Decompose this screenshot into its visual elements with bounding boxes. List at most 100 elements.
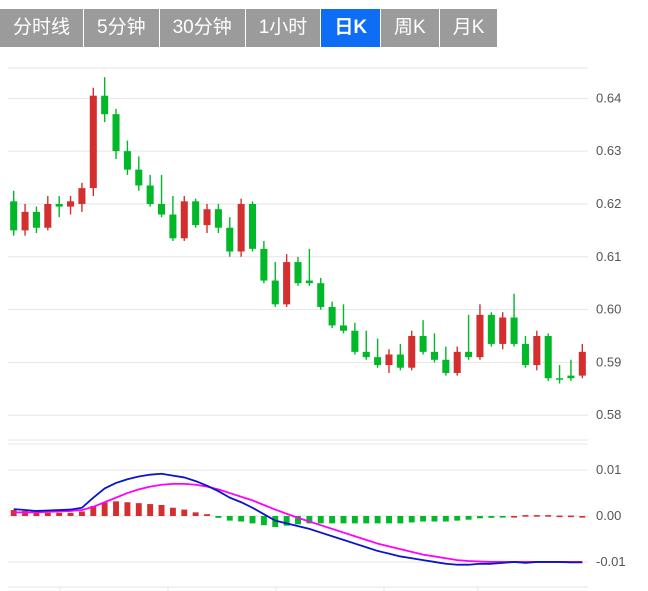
candle-body — [21, 211, 29, 231]
candle-body — [442, 359, 450, 373]
tab-5[interactable]: 周K — [381, 9, 439, 47]
macd-bar — [454, 516, 461, 521]
candle — [521, 336, 529, 368]
candle-body — [123, 151, 131, 170]
candle-body — [237, 203, 245, 252]
macd-bar — [488, 516, 495, 518]
candle — [499, 312, 507, 350]
candle-body — [180, 201, 188, 239]
candle-body — [430, 351, 438, 360]
macd-bar — [397, 516, 404, 524]
candle-body — [339, 325, 348, 331]
macd-bar — [215, 516, 222, 518]
macd-bar — [260, 516, 267, 526]
candle — [214, 203, 222, 234]
candle-body — [374, 357, 382, 366]
candle — [533, 330, 541, 371]
candle-body — [487, 314, 495, 344]
macd-bar — [147, 504, 154, 517]
candle — [351, 322, 359, 355]
candle — [294, 256, 302, 286]
candle-body — [453, 351, 461, 373]
candle-body — [385, 354, 393, 366]
candle-body — [499, 317, 507, 344]
tab-1[interactable]: 5分钟 — [84, 9, 159, 47]
price-axis-label: 0.59 — [596, 354, 621, 369]
candle-body — [32, 211, 40, 228]
tab-0[interactable]: 分时线 — [0, 9, 84, 47]
macd-bar — [420, 516, 427, 522]
candle — [260, 240, 268, 284]
macd-bar — [113, 501, 119, 517]
kline-chart-svg[interactable]: 0.58 0.59 0.60 0.61 0.62 0.63 0.64 -0.01 0.00 0.0… — [0, 56, 648, 591]
candle — [67, 196, 75, 215]
macd-bar — [329, 516, 336, 524]
candle-body — [510, 317, 518, 344]
candle — [89, 87, 97, 197]
candle — [476, 304, 484, 360]
macd-bar — [204, 514, 210, 517]
candle — [169, 196, 177, 241]
candle-body — [419, 336, 427, 352]
price-axis-label: 0.63 — [596, 143, 621, 158]
candle — [578, 343, 586, 379]
candle-body — [248, 203, 257, 249]
macd-bar — [56, 512, 63, 517]
tab-3[interactable]: 1小时 — [245, 9, 321, 47]
macd-bar — [431, 516, 438, 522]
tab-6[interactable]: 月K — [439, 9, 498, 47]
candle — [544, 333, 552, 381]
tab-4[interactable]: 日K — [321, 9, 381, 47]
macd-dea-line — [13, 482, 583, 563]
candle — [317, 277, 325, 310]
candle — [44, 196, 52, 231]
macd-bar — [533, 515, 540, 517]
candle-body — [351, 330, 359, 352]
macd-bar — [238, 516, 245, 522]
tab-2[interactable]: 30分钟 — [159, 9, 245, 47]
candle-body — [89, 95, 97, 189]
candle — [442, 346, 450, 376]
macd-bar — [283, 516, 290, 526]
candle-body — [283, 262, 291, 305]
candle — [180, 196, 188, 241]
candle — [396, 343, 404, 371]
macd-bar — [374, 516, 381, 524]
macd-bar — [567, 515, 574, 518]
candle-body — [533, 336, 541, 366]
macd-bar — [67, 512, 74, 517]
candle — [362, 330, 370, 360]
candle-body — [101, 95, 109, 115]
candle-body — [112, 114, 120, 152]
macd-bar — [545, 515, 552, 517]
candle — [101, 77, 109, 123]
candle-body — [169, 214, 177, 239]
macd-bar — [556, 515, 563, 518]
candle-body — [203, 209, 211, 226]
macd-bar — [295, 516, 301, 525]
candle-body — [271, 280, 279, 305]
macd-bar — [33, 512, 40, 517]
candle — [226, 217, 234, 257]
candle-body — [544, 336, 552, 379]
candle — [339, 304, 348, 334]
macd-bar — [340, 516, 347, 524]
macd-bar — [386, 516, 392, 524]
macd-bar — [226, 516, 233, 521]
candle-body — [556, 378, 564, 380]
candle — [328, 301, 336, 329]
candle-body — [305, 280, 313, 284]
candle-body — [317, 283, 325, 307]
macd-bar — [442, 516, 449, 522]
macd-bar — [249, 516, 256, 524]
candle-body — [408, 336, 416, 368]
candle — [248, 201, 257, 252]
candle — [192, 198, 200, 228]
candle — [78, 182, 86, 212]
candle — [112, 108, 120, 160]
candle-body — [396, 354, 404, 368]
price-axis-label: 0.64 — [596, 90, 621, 105]
macd-bar — [317, 516, 324, 524]
candle-body — [135, 169, 143, 186]
candle-body — [146, 185, 154, 204]
